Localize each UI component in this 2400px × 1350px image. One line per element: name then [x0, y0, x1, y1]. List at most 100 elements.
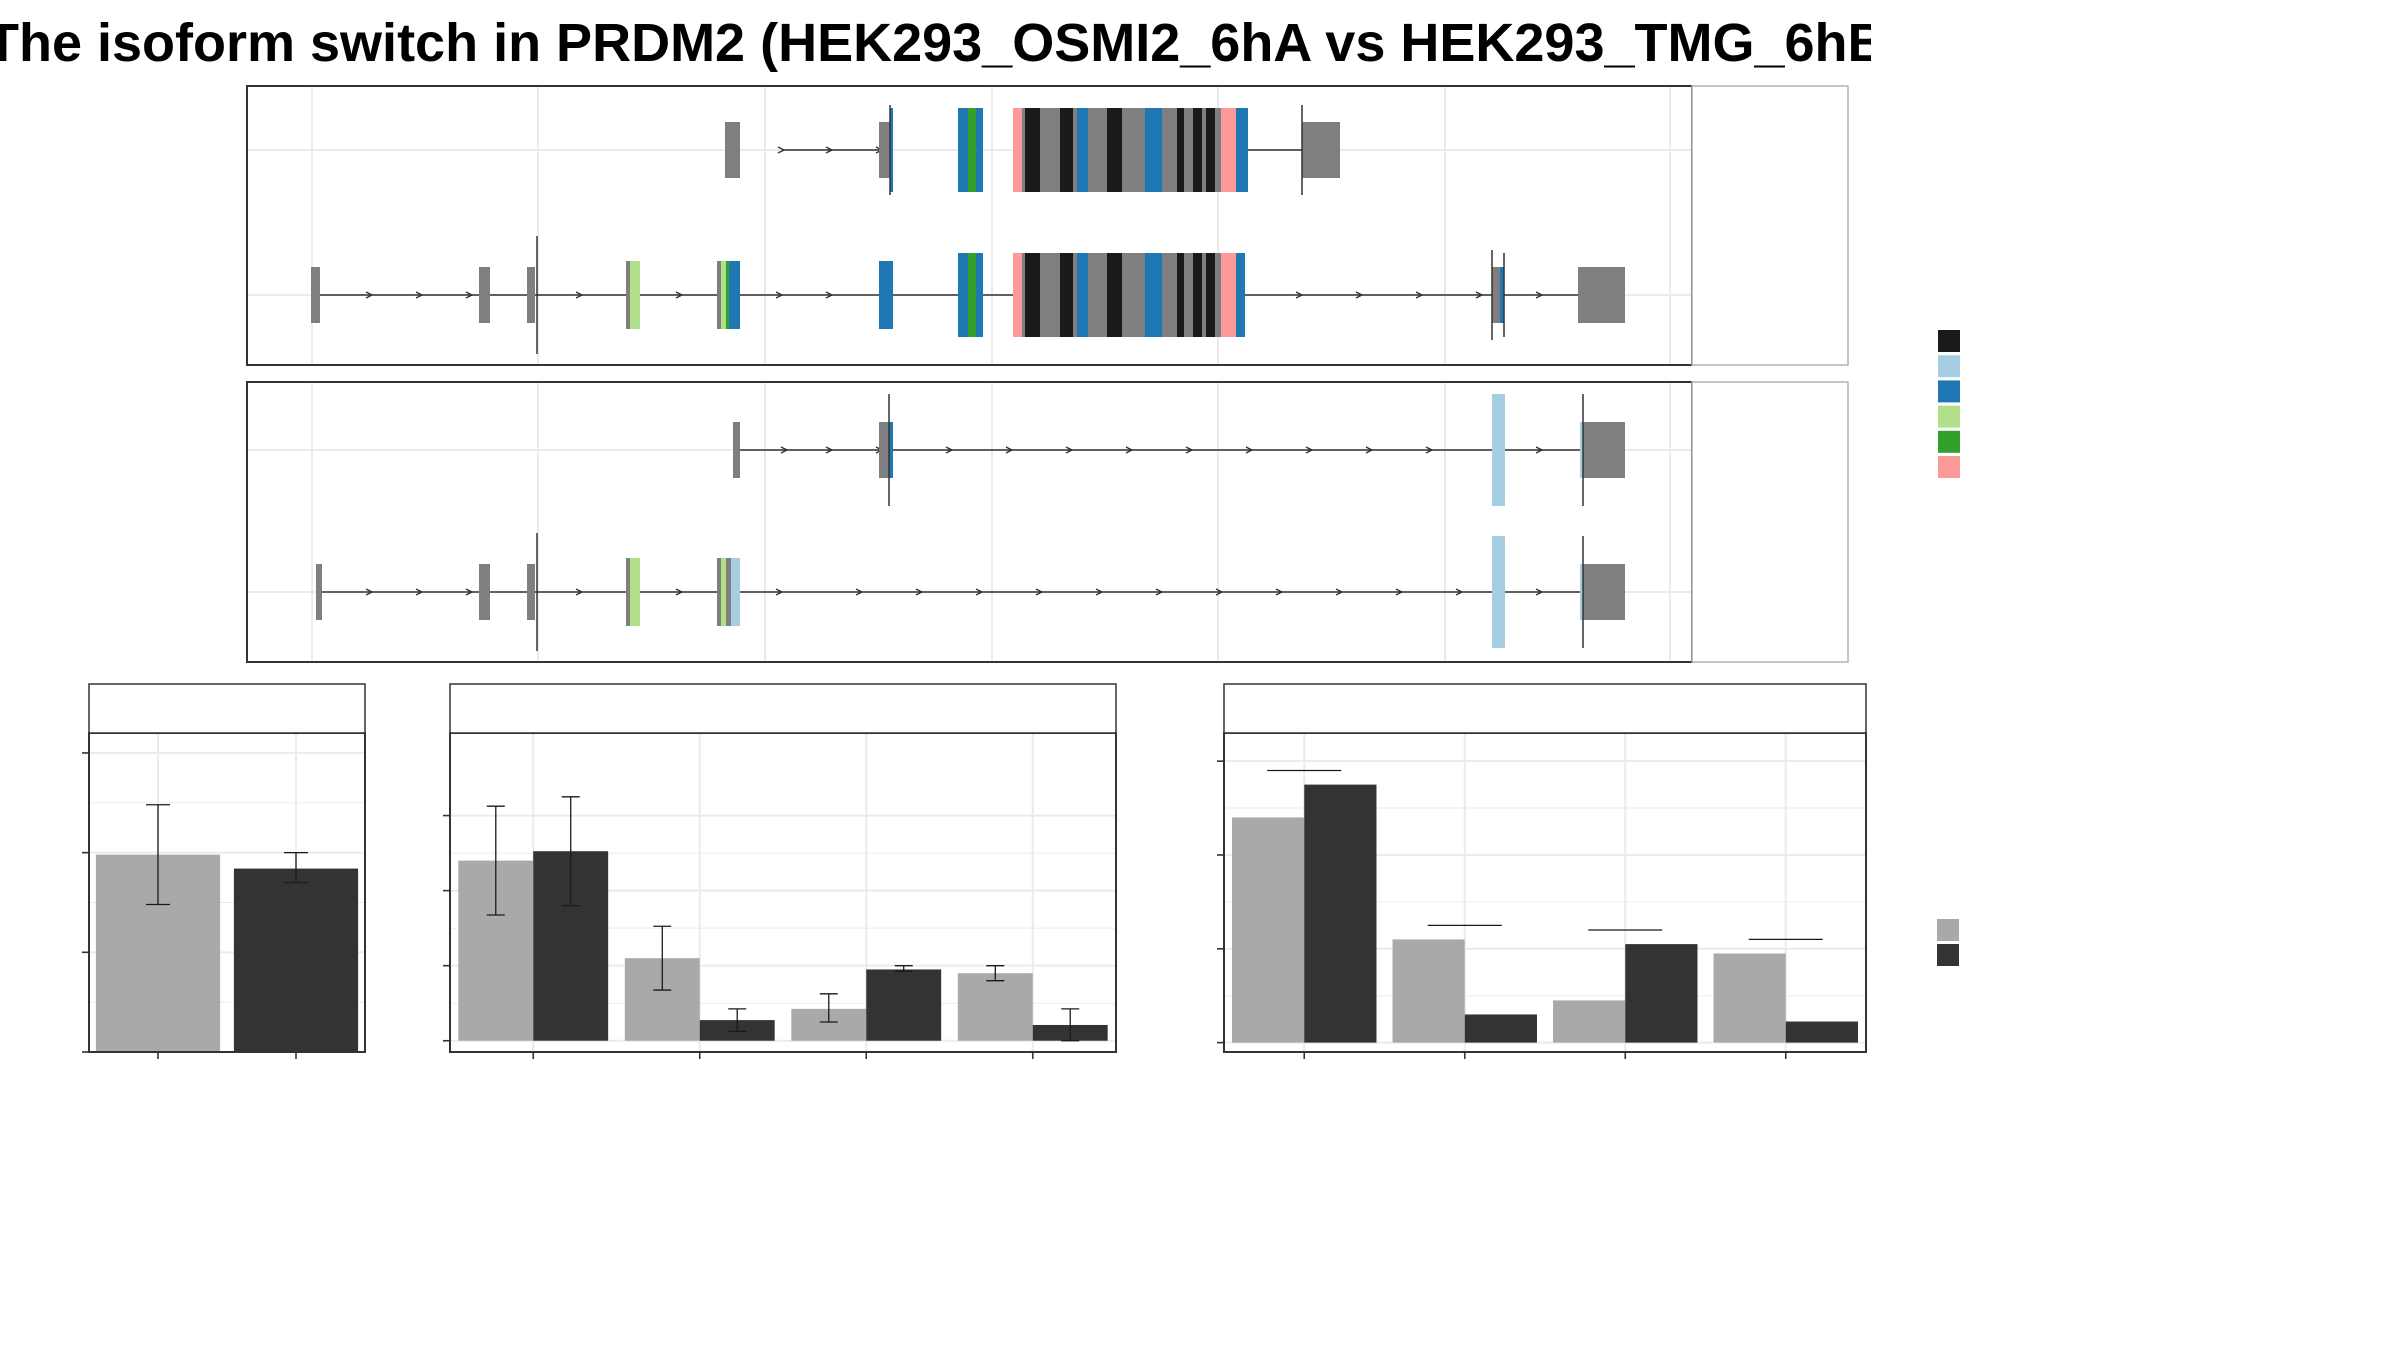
exon-segment	[479, 564, 490, 620]
domain-legend	[1938, 330, 1960, 478]
domain-legend-swatch	[1938, 380, 1960, 403]
exon-segment	[1580, 422, 1583, 478]
panel-strip	[449, 683, 1117, 734]
strand-arrow	[575, 291, 584, 299]
exon-segment	[1022, 253, 1025, 337]
exon-segment	[879, 261, 893, 329]
bar	[1713, 953, 1786, 1043]
exon-segment	[1077, 253, 1088, 337]
exon-segment	[1013, 253, 1022, 337]
exon-segment	[1492, 536, 1505, 648]
exon-segment	[1184, 108, 1193, 192]
exon-segment	[976, 253, 983, 337]
bar	[1625, 944, 1698, 1043]
domain-legend-swatch	[1938, 456, 1960, 478]
strand-arrow	[1535, 446, 1544, 454]
structure-facet-bg	[247, 382, 1692, 662]
exon-segment	[1073, 108, 1077, 192]
strand-arrow	[1355, 291, 1364, 299]
strand-arrow	[1535, 291, 1544, 299]
strand-arrow	[775, 291, 784, 299]
domain-legend-swatch	[1938, 330, 1960, 352]
strand-arrow	[1065, 446, 1074, 454]
exon-segment	[1500, 267, 1504, 323]
exon-segment	[1073, 253, 1077, 337]
isoform-expression-panel	[443, 683, 1117, 1059]
exon-segment	[527, 564, 535, 620]
exon-segment	[1088, 253, 1107, 337]
exon-segment	[1215, 108, 1221, 192]
exon-segment	[1145, 253, 1162, 337]
exon-segment	[958, 253, 968, 337]
exon-segment	[1215, 253, 1221, 337]
strand-arrow	[365, 588, 374, 596]
exon-segment	[1202, 108, 1206, 192]
exon-segment	[717, 261, 721, 329]
strand-arrow	[1275, 588, 1284, 596]
exon-segment	[976, 108, 983, 192]
exon-segment	[1025, 253, 1040, 337]
strand-arrow	[1095, 588, 1104, 596]
exon-segment	[1236, 108, 1248, 192]
panel-strip	[88, 683, 366, 734]
strand-arrow	[777, 146, 786, 154]
strand-arrow	[975, 588, 984, 596]
bar	[1232, 817, 1305, 1043]
exon-segment	[1145, 108, 1162, 192]
strand-arrow	[465, 588, 474, 596]
exon-segment	[729, 261, 740, 329]
exon-segment	[1206, 108, 1215, 192]
transcript-model	[733, 394, 1625, 506]
strand-arrow	[915, 588, 924, 596]
bar	[866, 969, 942, 1041]
exon-segment	[316, 564, 322, 620]
strand-arrow	[1425, 446, 1434, 454]
bar	[233, 868, 359, 1052]
strand-arrow	[1245, 446, 1254, 454]
strand-arrow	[1005, 446, 1014, 454]
exon-segment	[1088, 108, 1107, 192]
exon-segment	[1122, 108, 1145, 192]
exon-segment	[1107, 253, 1122, 337]
strand-arrow	[675, 291, 684, 299]
exon-segment	[721, 261, 726, 329]
domain-legend-swatch	[1938, 430, 1960, 453]
exon-segment	[1162, 253, 1177, 337]
transcript-model	[725, 105, 1340, 195]
strand-arrow	[1415, 291, 1424, 299]
exon-segment	[626, 261, 630, 329]
exon-segment	[1162, 108, 1177, 192]
strand-arrow	[1335, 588, 1344, 596]
exon-segment	[1184, 253, 1193, 337]
exon-segment	[630, 261, 640, 329]
strand-arrow	[855, 588, 864, 596]
exon-segment	[1578, 267, 1625, 323]
exon-segment	[1236, 253, 1245, 337]
strand-arrow	[675, 588, 684, 596]
exon-segment	[1060, 253, 1073, 337]
exon-segment	[1025, 108, 1040, 192]
facet-strip	[1691, 85, 1849, 366]
strand-arrow	[1215, 588, 1224, 596]
bar	[1464, 1014, 1537, 1043]
exon-segment	[726, 558, 731, 626]
condition-legend-swatch	[1937, 919, 1959, 941]
exon-segment	[1206, 253, 1215, 337]
strand-arrow	[415, 291, 424, 299]
bar	[1304, 784, 1377, 1043]
exon-segment	[1193, 253, 1202, 337]
exon-segment	[1177, 253, 1184, 337]
panel-strip	[1223, 683, 1867, 734]
exon-segment	[1122, 253, 1145, 337]
strand-arrow	[1125, 446, 1134, 454]
strand-arrow	[780, 446, 789, 454]
exon-segment	[1492, 267, 1500, 323]
exon-segment	[1202, 253, 1206, 337]
bar	[1392, 939, 1465, 1043]
strand-arrow	[465, 291, 474, 299]
strand-arrow	[365, 291, 374, 299]
condition-legend	[1937, 919, 1959, 966]
exon-segment	[725, 122, 740, 178]
isoform-usage-panel	[1217, 683, 1867, 1059]
